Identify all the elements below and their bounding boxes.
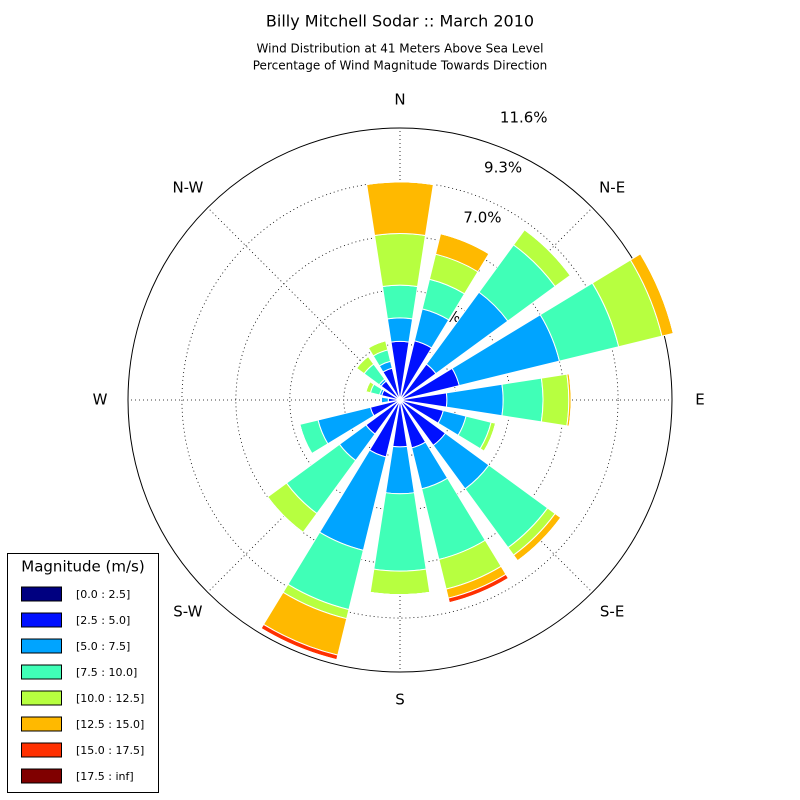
wind-bar [370, 591, 430, 596]
legend-swatch [21, 638, 62, 654]
legend-label: [17.5 : inf] [76, 770, 134, 783]
spoke [207, 207, 401, 401]
legend-title: Magnitude (m/s) [21, 558, 144, 576]
wind-bar [356, 356, 369, 369]
legend-label: [10.0 : 12.5] [76, 692, 144, 705]
legend-label: [5.0 : 7.5] [76, 640, 130, 653]
wind-bar [366, 181, 434, 237]
wind-bar [366, 181, 434, 185]
legend-label: [2.5 : 5.0] [76, 614, 130, 627]
legend-swatch [21, 768, 62, 784]
legend-swatch [21, 612, 62, 628]
chart-subtitle: Wind Distribution at 41 Meters Above Sea… [257, 42, 544, 56]
wind-bar [386, 317, 414, 343]
legend-swatch [21, 716, 62, 732]
direction-label: N-E [599, 178, 625, 196]
wind-bar [368, 340, 386, 349]
legend-swatch [21, 742, 62, 758]
grid-ring [181, 181, 619, 619]
wind-bar [260, 627, 337, 661]
wind-bar [524, 229, 571, 276]
direction-label: E [695, 391, 704, 409]
wind-bar [369, 568, 431, 596]
legend-swatch [21, 664, 62, 680]
direction-label: S-E [600, 603, 624, 621]
r-tick-label: 11.6% [500, 109, 548, 127]
r-tick-label: 7.0% [463, 208, 501, 226]
legend-label: [7.5 : 10.0] [76, 666, 137, 679]
direction-label: W [93, 391, 108, 409]
legend-swatch [21, 690, 62, 706]
direction-label: N [394, 91, 405, 109]
chart-subtitle: Percentage of Wind Magnitude Towards Dir… [253, 59, 547, 73]
wind-bar [540, 373, 570, 427]
direction-label: S [395, 691, 405, 709]
chart-title: Billy Mitchell Sodar :: March 2010 [266, 12, 534, 31]
wind-bar [373, 233, 427, 288]
legend-label: [15.0 : 17.5] [76, 744, 144, 757]
legend-label: [0.0 : 2.5] [76, 588, 130, 601]
outer-ring [127, 127, 673, 673]
r-tick-label: 9.3% [484, 159, 522, 177]
wind-bar [380, 396, 389, 404]
wind-bar [381, 284, 419, 320]
wind-bar [440, 233, 490, 255]
wind-bar [501, 377, 544, 423]
wind-bar [267, 496, 304, 533]
legend-swatch [21, 586, 62, 602]
wind-bar [449, 577, 509, 604]
legend-label: [12.5 : 15.0] [76, 718, 144, 731]
direction-label: S-W [173, 603, 202, 621]
direction-label: N-W [172, 178, 203, 196]
